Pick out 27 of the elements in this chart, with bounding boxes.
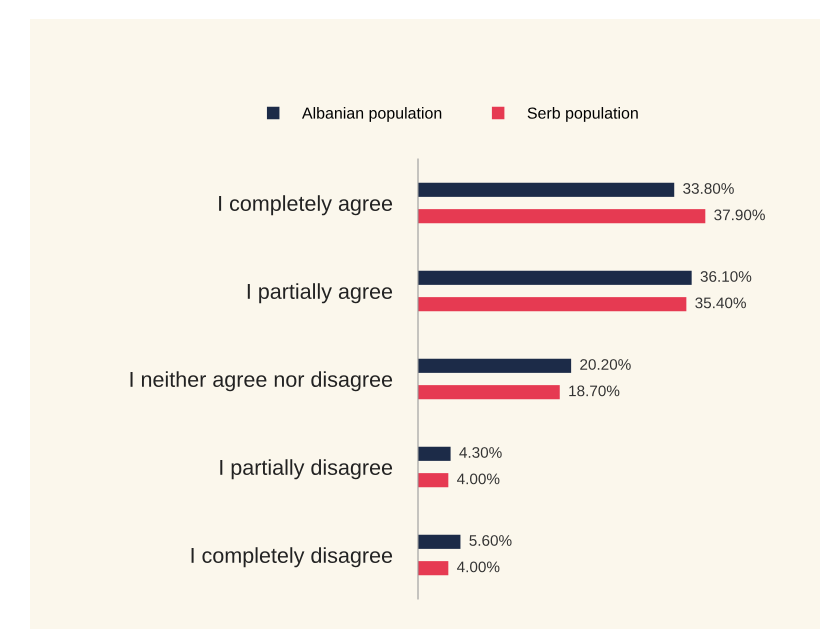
bar — [418, 446, 451, 461]
data-label: 4.30% — [459, 447, 502, 458]
bar — [418, 358, 572, 373]
bar — [418, 209, 706, 224]
bar — [418, 473, 448, 488]
bar — [418, 561, 448, 576]
legend-label: Serb population — [528, 107, 638, 122]
y-tick-label: I partially agree — [248, 283, 392, 304]
data-label: 33.80% — [683, 183, 734, 194]
legend-label: Albanian population — [302, 107, 442, 122]
data-label: 4.00% — [457, 473, 500, 484]
bar — [418, 297, 686, 312]
y-tick-label: I partially disagree — [220, 459, 392, 480]
bar — [418, 385, 560, 400]
bar — [418, 270, 692, 285]
data-label: 35.40% — [695, 297, 746, 308]
data-label: 37.90% — [714, 209, 765, 220]
data-label: 36.10% — [700, 271, 752, 282]
y-tick-label: I neither agree nor disagree — [130, 371, 392, 392]
data-label: 20.20% — [580, 359, 631, 370]
data-label: 4.00% — [457, 561, 500, 572]
y-tick-label: I completely agree — [219, 195, 392, 216]
y-tick-label: I completely disagree — [192, 547, 392, 568]
bar — [418, 182, 674, 197]
data-label: 5.60% — [469, 535, 512, 546]
data-label: 18.70% — [569, 385, 620, 396]
bar — [418, 534, 460, 549]
